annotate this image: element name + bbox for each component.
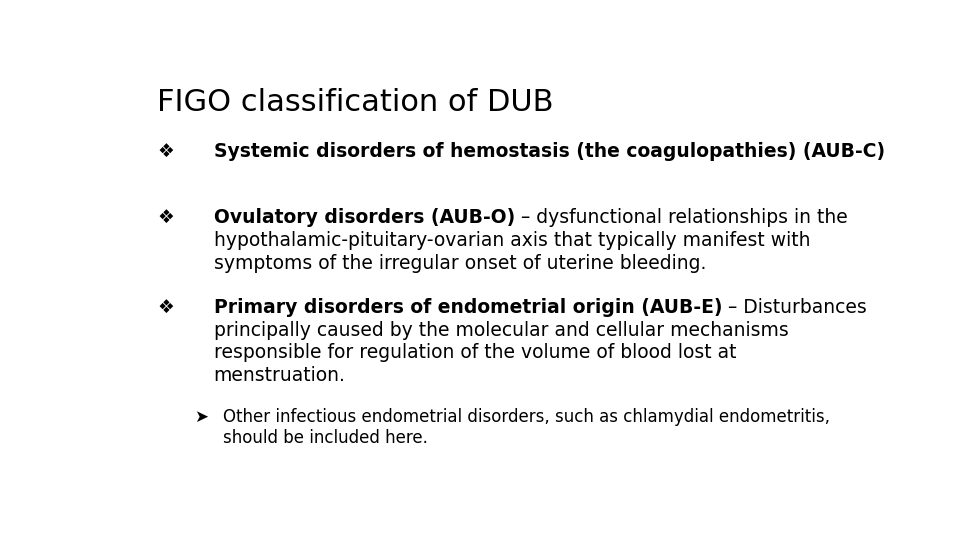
Text: ❖: ❖ bbox=[157, 141, 174, 161]
Text: ➤: ➤ bbox=[194, 408, 208, 426]
Text: menstruation.: menstruation. bbox=[214, 366, 346, 385]
Text: hypothalamic-pituitary-ovarian axis that typically manifest with: hypothalamic-pituitary-ovarian axis that… bbox=[214, 231, 810, 250]
Text: Primary disorders of endometrial origin (AUB-E): Primary disorders of endometrial origin … bbox=[214, 298, 722, 316]
Text: should be included here.: should be included here. bbox=[223, 429, 427, 447]
Text: ❖: ❖ bbox=[157, 298, 174, 316]
Text: principally caused by the molecular and cellular mechanisms: principally caused by the molecular and … bbox=[214, 321, 788, 340]
Text: responsible for regulation of the volume of blood lost at: responsible for regulation of the volume… bbox=[214, 343, 736, 362]
Text: ❖: ❖ bbox=[157, 208, 174, 227]
Text: Ovulatory disorders (AUB-O): Ovulatory disorders (AUB-O) bbox=[214, 208, 515, 227]
Text: FIGO classification of DUB: FIGO classification of DUB bbox=[157, 87, 554, 117]
Text: – Disturbances: – Disturbances bbox=[722, 298, 867, 316]
Text: symptoms of the irregular onset of uterine bleeding.: symptoms of the irregular onset of uteri… bbox=[214, 254, 707, 273]
Text: Other infectious endometrial disorders, such as chlamydial endometritis,: Other infectious endometrial disorders, … bbox=[223, 408, 829, 426]
Text: – dysfunctional relationships in the: – dysfunctional relationships in the bbox=[515, 208, 848, 227]
Text: Systemic disorders of hemostasis (the coagulopathies) (AUB-C): Systemic disorders of hemostasis (the co… bbox=[214, 141, 885, 161]
